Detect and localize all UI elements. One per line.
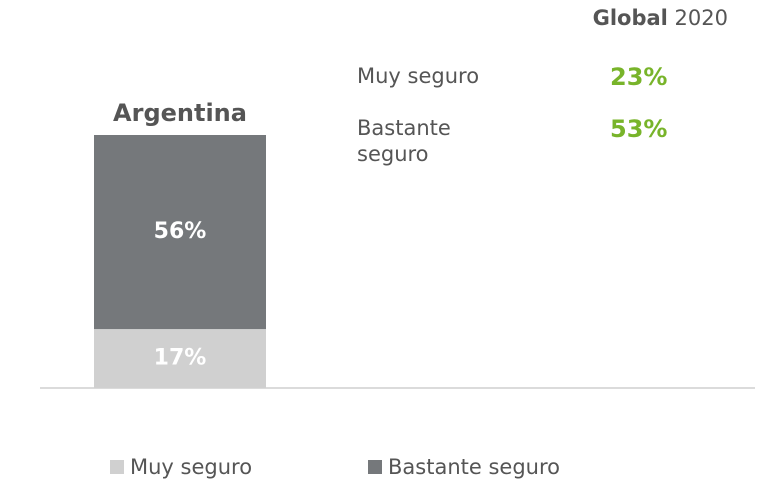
global-item-label: Bastante seguro — [357, 116, 451, 166]
bar-segment — [94, 135, 266, 330]
legend-swatch — [368, 460, 382, 474]
data-label: 17% — [154, 346, 207, 371]
global-item-value: 53% — [610, 115, 668, 143]
global-item-value: 23% — [610, 63, 668, 91]
global-title: Global — [592, 6, 668, 30]
data-label: 56% — [154, 219, 207, 244]
legend-label: Muy seguro — [130, 455, 252, 479]
global-item-label: Muy seguro — [357, 64, 480, 88]
category-label: Argentina — [113, 99, 247, 127]
bar-segment — [94, 329, 266, 388]
legend-label: Bastante seguro — [388, 455, 560, 479]
global-header: Global 2020 — [593, 6, 728, 30]
legend-swatch — [110, 460, 124, 474]
global-year: 2020 — [674, 6, 728, 30]
